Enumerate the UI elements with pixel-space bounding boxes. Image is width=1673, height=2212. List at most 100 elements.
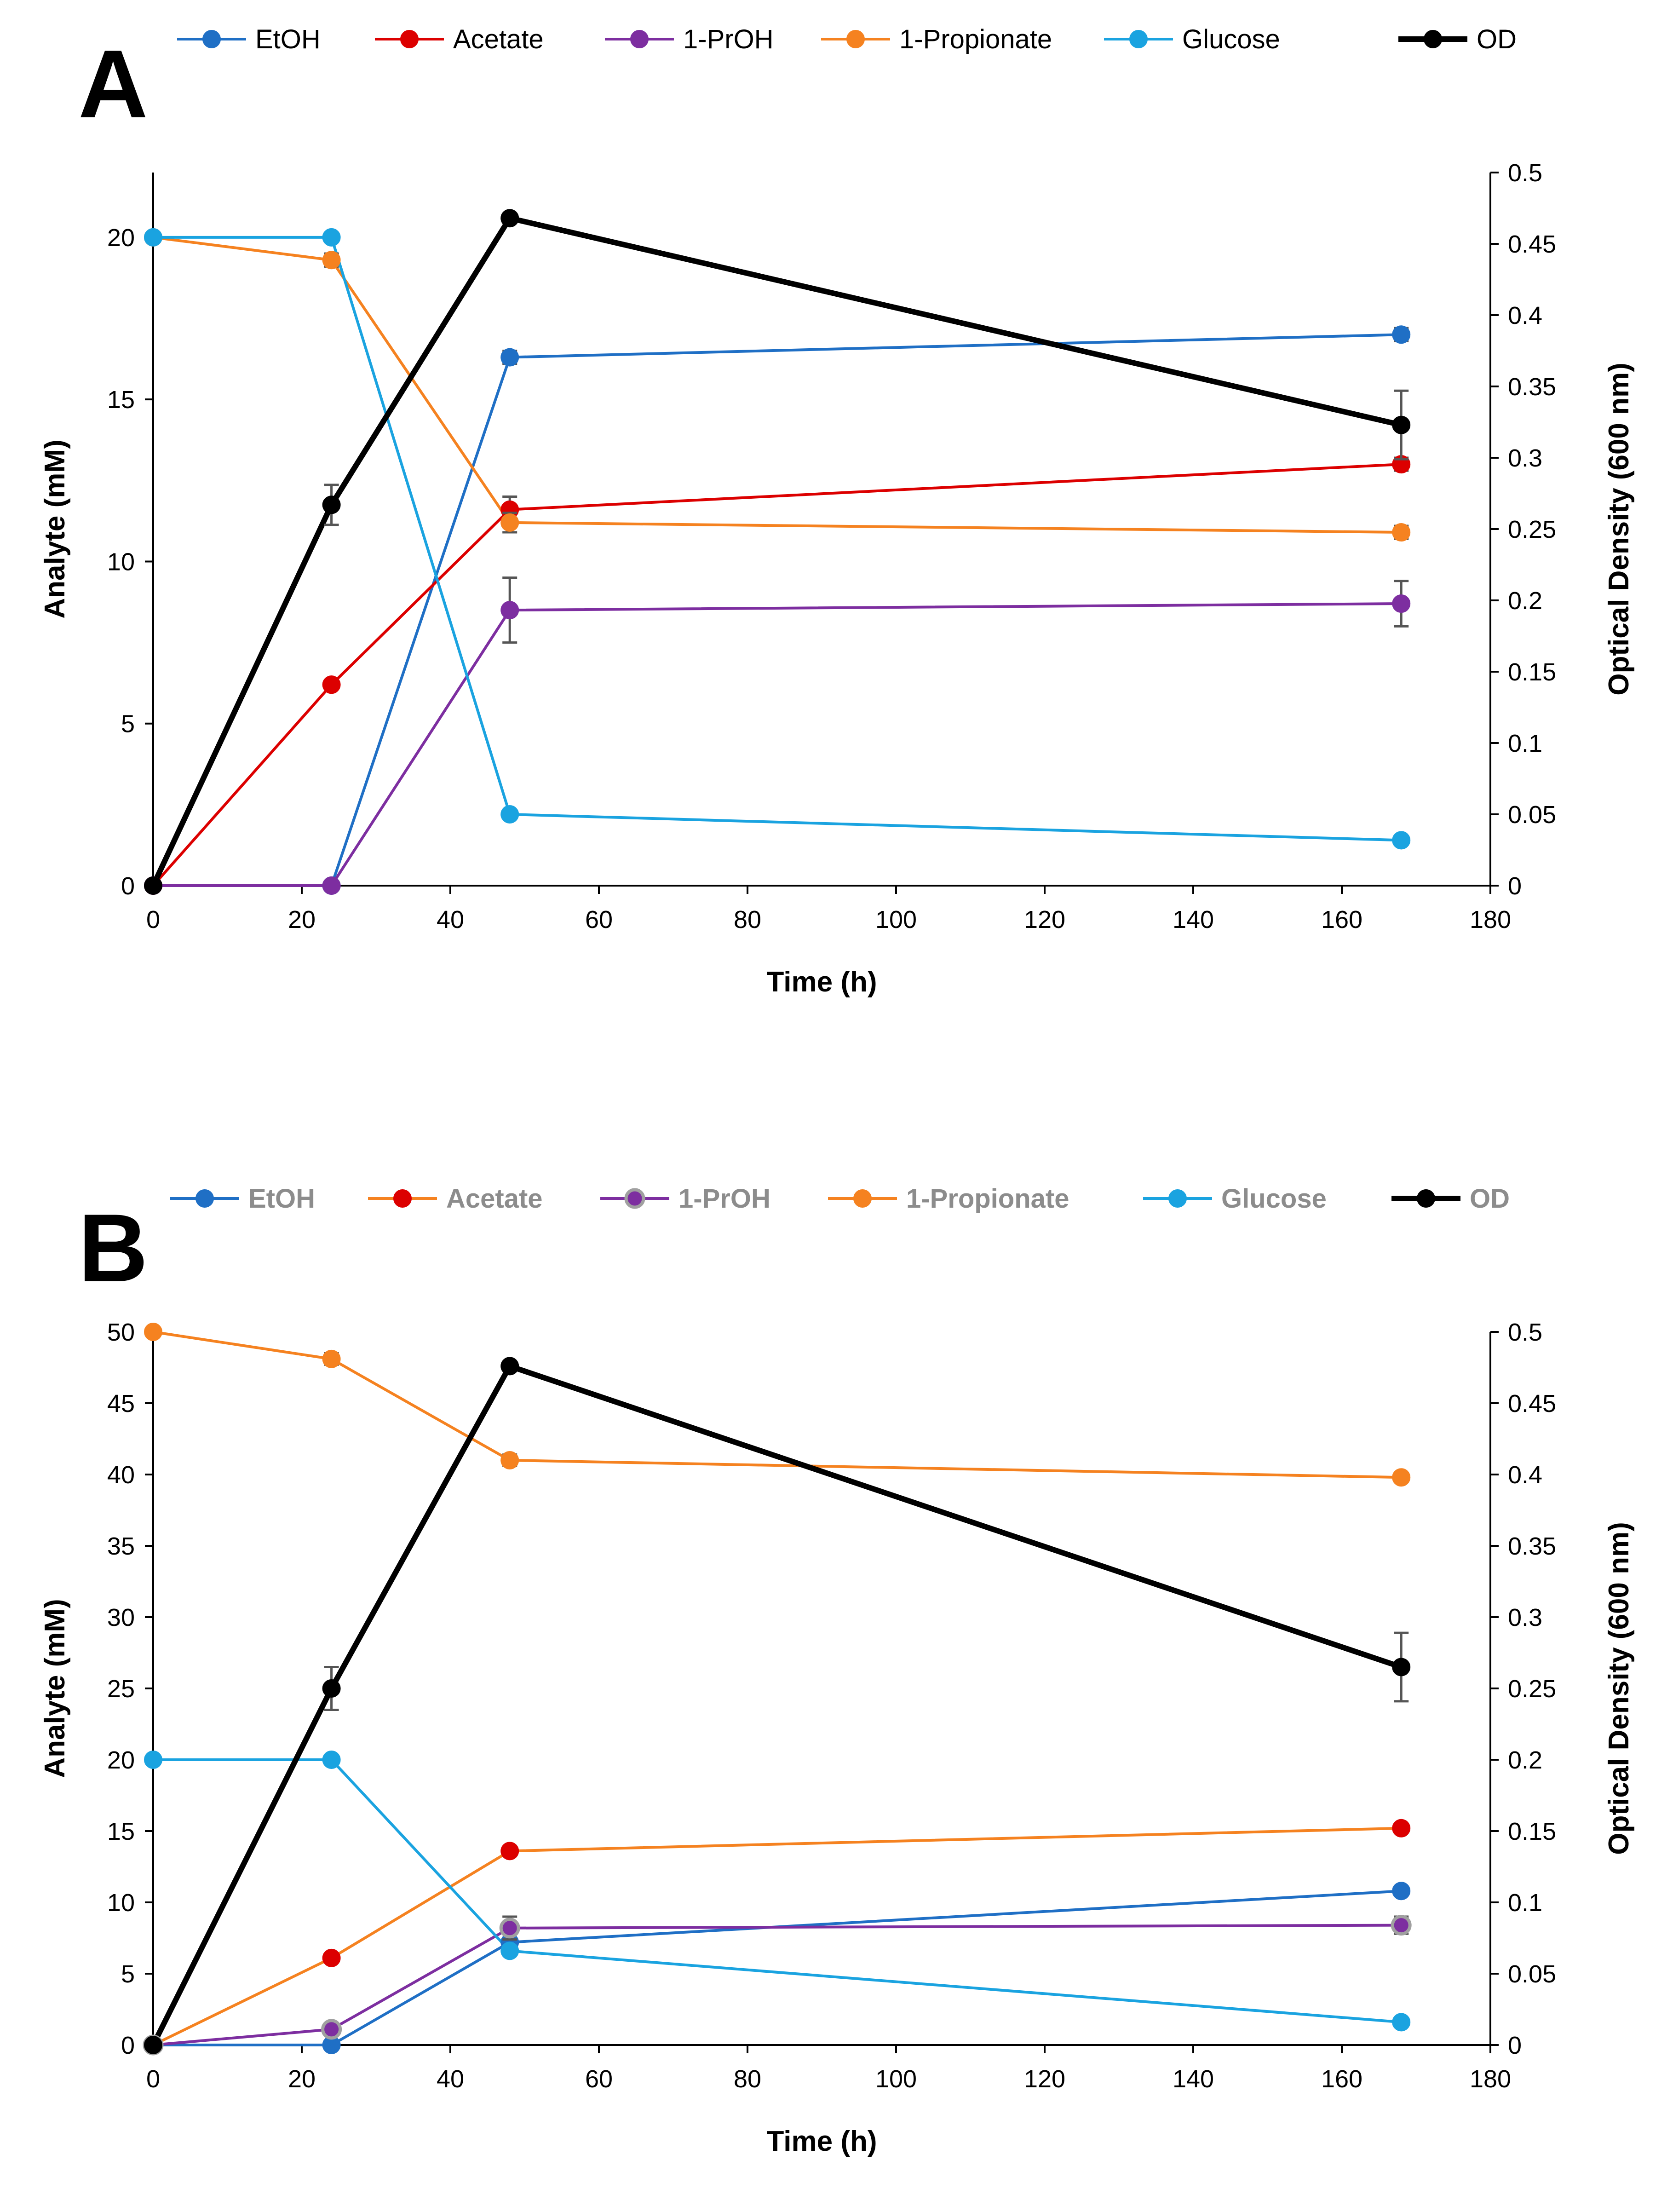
data-point-glucose bbox=[1392, 2013, 1411, 2032]
y-tick-label: 5 bbox=[121, 1960, 135, 1988]
data-point-1-propionate bbox=[322, 251, 341, 270]
y2-tick-label: 0.45 bbox=[1508, 1390, 1556, 1417]
panel-letter: B bbox=[78, 1194, 148, 1302]
series-line-1-proh bbox=[153, 1924, 1402, 2046]
y-tick-label: 20 bbox=[107, 224, 135, 252]
x-tick-label: 120 bbox=[1024, 906, 1065, 933]
legend-label-1-propionate: 1-Propionate bbox=[899, 24, 1052, 54]
data-point-acetate bbox=[1392, 1819, 1411, 1838]
x-tick-label: 160 bbox=[1321, 2065, 1363, 2093]
y2-axis-label: Optical Density (600 nm) bbox=[1603, 1522, 1635, 1855]
y2-tick-label: 0.45 bbox=[1508, 230, 1556, 258]
x-tick-label: 160 bbox=[1321, 906, 1363, 933]
y2-tick-label: 0.3 bbox=[1508, 1604, 1542, 1631]
x-tick-label: 140 bbox=[1173, 2065, 1214, 2093]
legend-label-glucose: Glucose bbox=[1182, 24, 1280, 54]
y-tick-label: 15 bbox=[107, 1818, 135, 1845]
y-tick-label: 45 bbox=[107, 1390, 135, 1417]
y-tick-label: 15 bbox=[107, 386, 135, 414]
data-point-glucose bbox=[322, 1751, 341, 1769]
x-tick-label: 0 bbox=[146, 906, 160, 933]
data-point-1-propionate bbox=[500, 513, 519, 532]
data-point-1-proh bbox=[500, 601, 519, 620]
series-line-1-propionate bbox=[153, 236, 1402, 534]
y2-tick-label: 0.4 bbox=[1508, 1461, 1542, 1489]
legend-label-od: OD bbox=[1470, 1184, 1510, 1214]
y2-tick-label: 0.35 bbox=[1508, 373, 1556, 401]
y-tick-label: 35 bbox=[107, 1532, 135, 1560]
data-point-etoh bbox=[1392, 1882, 1411, 1901]
series-line-1-proh bbox=[153, 602, 1402, 887]
data-point-od bbox=[322, 1679, 341, 1698]
legend-marker-1-propionate bbox=[853, 1189, 872, 1208]
x-tick-label: 60 bbox=[585, 906, 613, 933]
y2-tick-label: 0 bbox=[1508, 2032, 1522, 2059]
data-point-etoh bbox=[500, 348, 519, 367]
data-point-glucose bbox=[500, 805, 519, 824]
legend-label-1-propionate: 1-Propionate bbox=[906, 1184, 1069, 1214]
series-line-glucose bbox=[153, 1758, 1402, 2024]
data-point-od bbox=[144, 876, 162, 895]
x-tick-label: 40 bbox=[437, 2065, 464, 2093]
legend-marker-etoh bbox=[195, 1189, 214, 1208]
data-point-od bbox=[500, 209, 519, 228]
legend-marker-1-propionate bbox=[846, 30, 865, 48]
x-tick-label: 80 bbox=[734, 906, 761, 933]
data-point-glucose bbox=[1392, 831, 1411, 850]
chart-panel-a: A 0 20 40 60 80 100 120 140 160 180 0 5 10 15 20 0 0.05 0.… bbox=[39, 24, 1635, 998]
data-point-1-proh bbox=[499, 1918, 520, 1939]
legend-label-1-proh: 1-PrOH bbox=[683, 24, 774, 54]
y2-tick-label: 0.5 bbox=[1508, 159, 1542, 187]
data-point-acetate bbox=[322, 1948, 341, 1967]
legend-label-1-proh: 1-PrOH bbox=[678, 1184, 770, 1214]
x-tick-label: 100 bbox=[875, 2065, 917, 2093]
y-axis-label: Analyte (mM) bbox=[39, 439, 71, 618]
series-line-etoh bbox=[153, 1889, 1402, 2046]
data-point-od bbox=[1392, 1658, 1411, 1676]
legend-marker-1-proh bbox=[630, 30, 649, 48]
legend-label-acetate: Acetate bbox=[453, 24, 544, 54]
x-tick-label: 80 bbox=[734, 2065, 761, 2093]
y2-tick-label: 0.2 bbox=[1508, 587, 1542, 615]
y2-tick-label: 0.3 bbox=[1508, 444, 1542, 472]
data-point-od bbox=[144, 2036, 162, 2054]
legend-label-etoh: EtOH bbox=[255, 24, 321, 54]
y2-tick-label: 0.05 bbox=[1508, 1960, 1556, 1988]
data-point-1-proh bbox=[1391, 1915, 1412, 1936]
y2-tick-label: 0.25 bbox=[1508, 1675, 1556, 1703]
y2-tick-label: 0.2 bbox=[1508, 1746, 1542, 1774]
legend-marker-od bbox=[1424, 30, 1442, 48]
series-line-od bbox=[150, 215, 1402, 887]
y2-tick-label: 0.1 bbox=[1508, 730, 1542, 757]
x-tick-label: 0 bbox=[146, 2065, 160, 2093]
legend-marker-etoh bbox=[202, 30, 221, 48]
y2-tick-label: 0.05 bbox=[1508, 801, 1556, 829]
legend-label-glucose: Glucose bbox=[1221, 1184, 1327, 1214]
legend-marker-1-proh bbox=[624, 1188, 645, 1209]
series-line-acetate bbox=[152, 463, 1402, 887]
data-point-glucose bbox=[144, 228, 162, 247]
x-tick-label: 180 bbox=[1470, 2065, 1511, 2093]
y-tick-label: 20 bbox=[107, 1746, 135, 1774]
x-tick-label: 60 bbox=[585, 2065, 613, 2093]
data-point-glucose bbox=[500, 1941, 519, 1960]
legend-marker-acetate bbox=[400, 30, 419, 48]
y-tick-label: 25 bbox=[107, 1675, 135, 1703]
series-line-1-propionate bbox=[153, 1331, 1402, 1479]
x-tick-label: 100 bbox=[875, 906, 917, 933]
legend-marker-glucose bbox=[1168, 1189, 1187, 1208]
data-point-1-proh bbox=[1392, 594, 1411, 613]
y-tick-label: 0 bbox=[121, 2032, 135, 2059]
y2-tick-label: 0.1 bbox=[1508, 1889, 1542, 1917]
x-axis-label: Time (h) bbox=[767, 2126, 877, 2157]
panel-letter: A bbox=[78, 30, 148, 138]
x-tick-label: 180 bbox=[1470, 906, 1511, 933]
y2-tick-label: 0.35 bbox=[1508, 1532, 1556, 1560]
chart-panel-b: B 0 20 40 60 80 100 120 140 160 180 0 5 10 15 20 25 30 35 4… bbox=[39, 1184, 1635, 2157]
data-point-od bbox=[500, 1357, 519, 1376]
y2-tick-label: 0.15 bbox=[1508, 658, 1556, 686]
y2-tick-label: 0.25 bbox=[1508, 516, 1556, 543]
data-point-1-proh bbox=[322, 876, 341, 895]
y2-axis-label: Optical Density (600 nm) bbox=[1603, 363, 1635, 696]
